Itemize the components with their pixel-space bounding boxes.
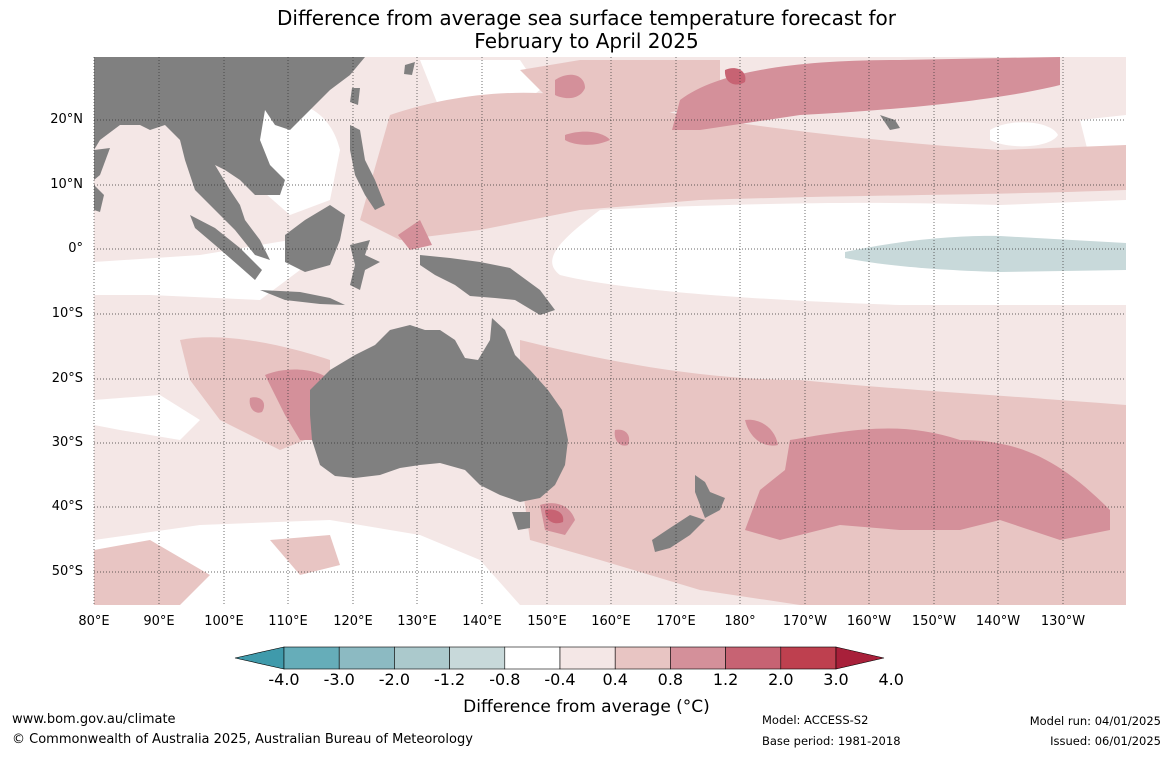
colorbar-segment	[670, 646, 726, 670]
anomaly-region-warm	[270, 535, 340, 575]
landmass-asia	[94, 57, 365, 260]
longitude-label: 140°W	[975, 614, 1021, 629]
anomaly-region-hot	[545, 509, 564, 524]
landmass-new-zealand-south	[652, 515, 705, 552]
landmass-new-guinea	[420, 255, 555, 315]
anomaly-region-very-warm	[745, 419, 778, 446]
anomaly-region-cool	[845, 235, 1126, 272]
longitude-label: 170°W	[782, 614, 828, 629]
colorbar-segment	[614, 646, 671, 670]
colorbar-segment	[449, 646, 506, 670]
longitude-label: 140°E	[462, 614, 502, 629]
longitude-label: 120°E	[333, 614, 373, 629]
colorbar-tick-label: -0.8	[489, 670, 521, 689]
latitude-label: 0°	[68, 241, 83, 256]
longitude-label: 160°W	[846, 614, 892, 629]
colorbar-tick-label: 2.0	[768, 670, 794, 689]
colorbar-segment	[725, 646, 782, 670]
anomaly-region-warm	[360, 92, 1126, 241]
landmass-australia	[310, 318, 568, 502]
anomaly-region-neutral	[990, 122, 1058, 147]
latitude-label: 40°S	[51, 499, 83, 514]
landmass-java	[260, 290, 345, 305]
colorbar-tick-label: -4.0	[268, 670, 300, 689]
anomaly-region-very-warm	[249, 397, 265, 413]
landmass-new-zealand-north	[695, 475, 725, 518]
longitude-label: 160°E	[591, 614, 631, 629]
landmass-japan	[404, 62, 415, 75]
landmass-hawaii	[880, 115, 900, 130]
latitude-label: 30°S	[51, 435, 83, 450]
landmass-borneo	[285, 205, 345, 272]
colorbar-segment	[338, 646, 395, 670]
longitude-label: 170°E	[656, 614, 696, 629]
anomaly-region-very-warm	[555, 74, 585, 99]
colorbar-tick-label: -0.4	[544, 670, 576, 689]
colorbar-tick-label: 0.4	[602, 670, 628, 689]
longitude-label: 100°E	[204, 614, 244, 629]
map-title-line2: February to April 2025	[474, 29, 699, 53]
colorbar-segment	[504, 646, 561, 670]
copyright-text: © Commonwealth of Australia 2025, Austra…	[12, 732, 473, 747]
longitude-label: 150°E	[527, 614, 567, 629]
base-period-text: Base period: 1981-2018	[762, 734, 901, 748]
anomaly-region-warm	[94, 540, 210, 605]
colorbar-segment	[283, 646, 340, 670]
landmass-philippines	[350, 125, 385, 210]
colorbar-arrow-high	[835, 646, 885, 670]
latitude-label: 20°S	[51, 371, 83, 386]
anomaly-region-neutral	[94, 395, 200, 440]
landmass-taiwan	[350, 88, 360, 105]
anomaly-region-very-warm	[565, 131, 610, 145]
colorbar-label: Difference from average (°C)	[463, 697, 710, 717]
anomaly-region-very-warm	[745, 428, 1110, 540]
anomaly-region-very-warm	[614, 429, 630, 446]
latitude-label: 10°N	[50, 177, 83, 192]
map-title-line1: Difference from average sea surface temp…	[276, 6, 896, 30]
graticule	[93, 57, 1126, 605]
anomaly-region-neutral	[94, 240, 300, 300]
landmass-tasmania	[512, 512, 530, 530]
colorbar-tick-label: -1.2	[433, 670, 466, 689]
longitude-label: 130°E	[397, 614, 437, 629]
landmass-sumatra	[190, 215, 262, 280]
land-masses	[94, 57, 900, 552]
anomaly-region-neutral	[552, 200, 1126, 305]
website-text: www.bom.gov.au/climate	[12, 712, 176, 727]
model-text: Model: ACCESS-S2	[762, 713, 869, 727]
colorbar-segment	[559, 646, 616, 670]
latitude-label: 10°S	[51, 306, 83, 321]
colorbar-segment	[394, 646, 450, 670]
colorbar-tick-label: 1.2	[712, 670, 739, 689]
colorbar-tick-label: 3.0	[823, 670, 849, 689]
colorbar-tick-label: 4.0	[878, 670, 904, 689]
latitude-label: 20°N	[50, 112, 83, 127]
colorbar-segment	[780, 646, 837, 670]
landmass-sulawesi	[350, 240, 380, 290]
anomaly-region-very-warm	[398, 220, 432, 250]
longitude-label: 180°	[724, 614, 756, 629]
longitude-label: 90°E	[143, 614, 175, 629]
longitude-label: 130°W	[1040, 614, 1086, 629]
colorbar-tick-label: -3.0	[323, 670, 355, 689]
issued-text: Issued: 06/01/2025	[1050, 734, 1161, 748]
longitude-label: 110°E	[268, 614, 308, 629]
colorbar-arrow-low	[234, 646, 285, 670]
longitude-label: 150°W	[911, 614, 957, 629]
longitude-label: 80°E	[78, 614, 110, 629]
model-run-text: Model run: 04/01/2025	[1029, 714, 1161, 728]
colorbar-tick-label: 0.8	[657, 670, 684, 689]
anomaly-region-very-warm	[672, 57, 1060, 130]
landmass-sri-lanka	[94, 185, 104, 212]
colorbar-tick-label: -2.0	[378, 670, 410, 689]
latitude-label: 50°S	[51, 564, 83, 579]
landmass-india	[94, 148, 110, 180]
